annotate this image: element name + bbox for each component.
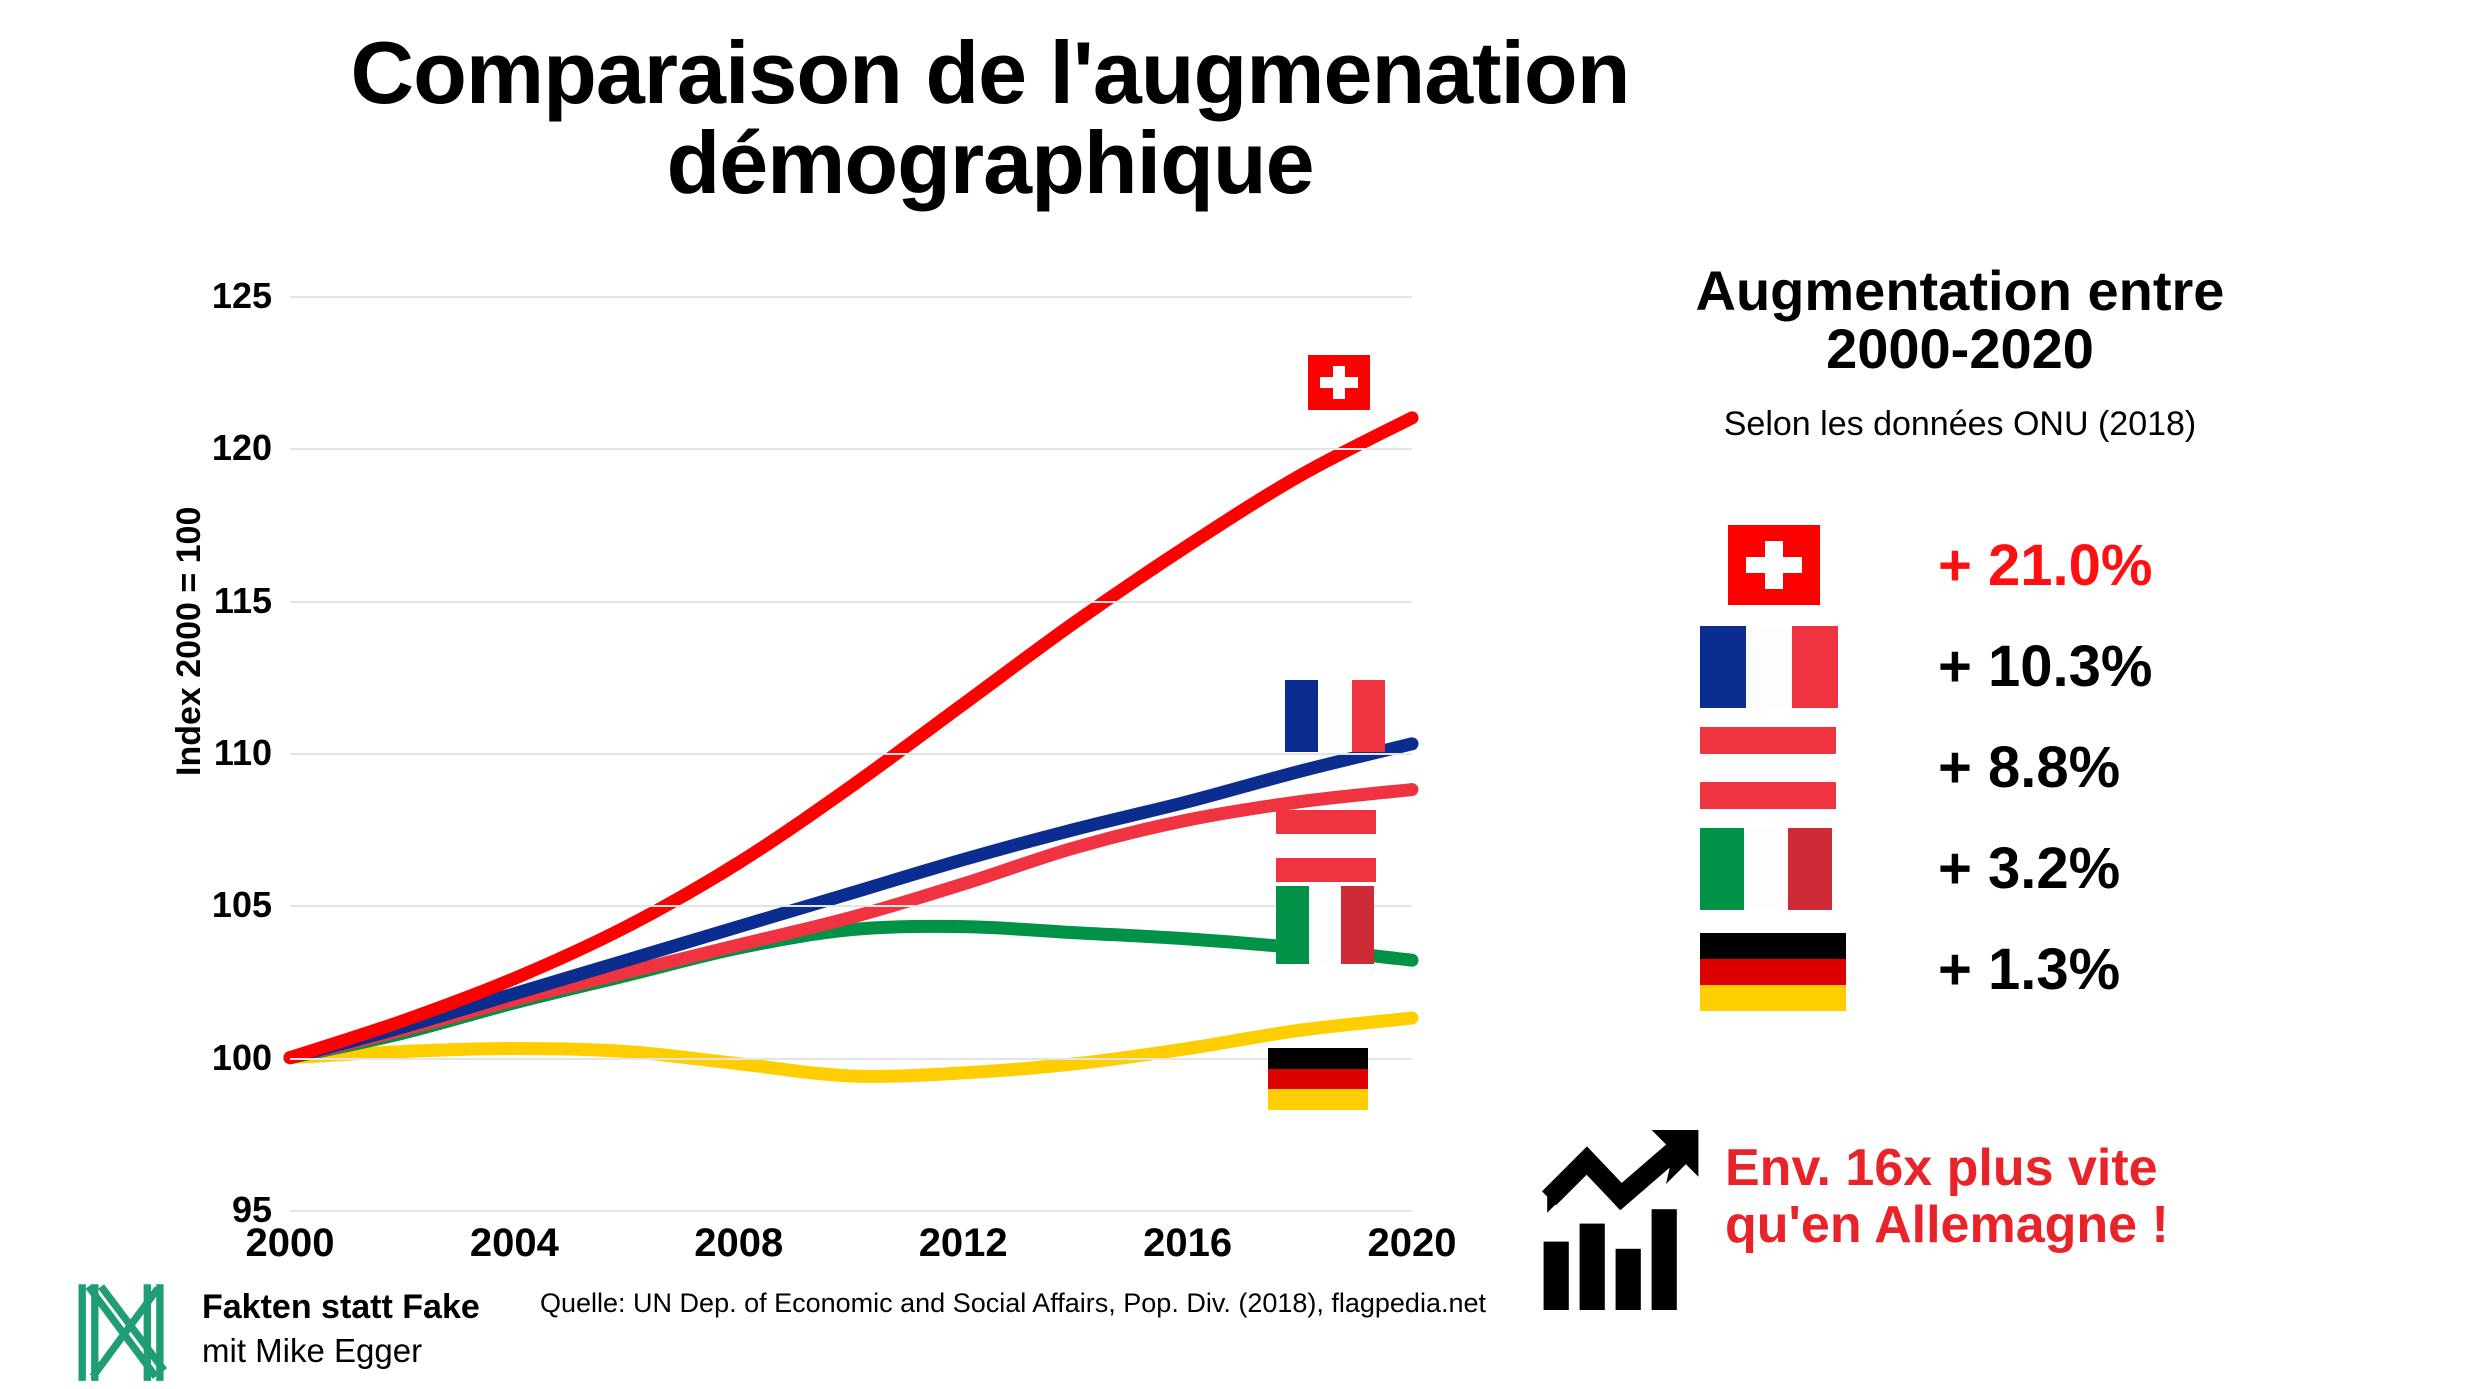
chart-flag-germany xyxy=(1268,1048,1368,1110)
italian-flag-icon xyxy=(1700,828,1832,910)
french-white-band xyxy=(1318,680,1352,752)
austrian-red-band-bottom xyxy=(1700,781,1836,809)
side-panel-subtitle: Selon les données ONU (2018) xyxy=(1723,405,2197,443)
y-axis-tick-label: 110 xyxy=(213,732,272,773)
german-black-band xyxy=(1268,1048,1368,1069)
legend-flag-slot xyxy=(1700,515,1850,616)
side-panel-heading: Augmentation entre 2000-2020 xyxy=(1695,259,2225,381)
series-line-france xyxy=(283,737,1419,1065)
list-item: + 21.0% xyxy=(1700,515,2320,616)
chart-container: Index 2000 = 100 95 100 105 110 115 120 125 200… xyxy=(170,275,1456,1265)
growth-chart-arrow-icon xyxy=(1541,1130,1699,1310)
gridline xyxy=(290,1057,1412,1060)
italian-green-band xyxy=(1276,886,1309,964)
french-red-band xyxy=(1351,680,1385,752)
legend-flag-slot xyxy=(1700,818,1850,919)
chart-flag-france xyxy=(1285,680,1385,752)
legend-flag-slot xyxy=(1700,717,1850,818)
status-badge: + 1.3% xyxy=(1938,937,2121,1002)
italian-white-band xyxy=(1744,828,1788,910)
y-axis-tick-label: 120 xyxy=(211,427,272,469)
chart-flag-switzerland xyxy=(1308,355,1370,410)
list-item: + 1.3% xyxy=(1700,919,2320,1020)
source-note: Quelle: UN Dep. of Economic and Social A… xyxy=(540,1288,1487,1318)
austrian-red-band-top xyxy=(1276,810,1376,834)
german-gold-band xyxy=(1268,1089,1368,1110)
swiss-cross-horizontal xyxy=(1746,557,1802,573)
swiss-flag-icon xyxy=(1728,525,1820,605)
x-axis-tick-label: 2012 xyxy=(918,1221,1008,1265)
series-line-germany xyxy=(283,1011,1419,1083)
status-badge: + 21.0% xyxy=(1938,533,2153,598)
x-axis-tick-label: 2004 xyxy=(469,1221,559,1265)
legend: + 21.0% + 10.3% + 8.8% xyxy=(1700,515,2320,1020)
gridline xyxy=(290,448,1412,451)
y-axis-tick-label: 115 xyxy=(213,579,272,621)
list-item: + 10.3% xyxy=(1700,616,2320,717)
austrian-flag-icon xyxy=(1700,727,1836,809)
chart-flag-austria xyxy=(1276,810,1376,882)
italian-red-band xyxy=(1788,828,1832,910)
austrian-red-band-top xyxy=(1700,727,1836,755)
swiss-cross-horizontal xyxy=(1320,377,1358,388)
x-axis-tick-label: 2020 xyxy=(1367,1221,1457,1265)
series-line-switzerland xyxy=(283,411,1419,1065)
page-title: Comparaison de l'augmenation démographiq… xyxy=(350,23,1631,212)
legend-flag-slot xyxy=(1700,616,1850,717)
x-axis-tick-label: 2000 xyxy=(245,1221,335,1265)
french-flag-icon xyxy=(1700,626,1838,708)
german-black-band xyxy=(1700,933,1846,959)
austrian-red-band-bottom xyxy=(1276,858,1376,882)
german-red-band xyxy=(1268,1068,1368,1090)
y-axis-tick-label: 95 xyxy=(231,1189,272,1230)
legend-flag-slot xyxy=(1700,919,1850,1020)
conclusion-text: Env. 16x plus vite qu'en Allemagne ! xyxy=(1725,1139,2169,1255)
y-axis-tick-label: 105 xyxy=(211,884,272,926)
gridline xyxy=(290,753,1412,755)
german-flag-icon xyxy=(1700,933,1846,1011)
list-item: + 3.2% xyxy=(1700,818,2320,919)
series-lines xyxy=(283,411,1419,1083)
x-axis-tick-label: 2016 xyxy=(1143,1221,1233,1265)
french-blue-band xyxy=(1700,626,1746,708)
y-axis-tick-label: 100 xyxy=(211,1036,272,1078)
brand-name: Fakten statt Fake xyxy=(202,1288,480,1326)
austrian-white-band xyxy=(1700,754,1836,782)
gridline xyxy=(290,600,1412,603)
italian-green-band xyxy=(1700,828,1744,910)
brand-logo-icon xyxy=(67,1278,173,1383)
status-badge: + 10.3% xyxy=(1938,634,2153,699)
plot-area: Index 2000 = 100 95 100 105 110 115 120 125 200… xyxy=(170,275,1456,1265)
series-line-austria xyxy=(283,783,1419,1065)
french-red-band xyxy=(1792,626,1838,708)
italian-white-band xyxy=(1308,886,1342,964)
gridline xyxy=(290,296,1412,298)
list-item: + 8.8% xyxy=(1700,717,2320,818)
french-blue-band xyxy=(1285,680,1319,752)
brand-subtitle: mit Mike Egger xyxy=(202,1332,423,1369)
french-white-band xyxy=(1746,626,1792,708)
gridline xyxy=(290,1210,1412,1212)
status-badge: + 3.2% xyxy=(1938,836,2121,901)
y-axis-tick-label: 125 xyxy=(211,275,272,316)
chart-flag-italy xyxy=(1276,886,1374,964)
italian-red-band xyxy=(1341,886,1374,964)
german-gold-band xyxy=(1700,985,1846,1011)
x-axis-tick-label: 2008 xyxy=(694,1221,784,1265)
austrian-white-band xyxy=(1276,834,1376,858)
gridline xyxy=(290,905,1412,908)
status-badge: + 8.8% xyxy=(1938,735,2121,800)
german-red-band xyxy=(1700,959,1846,985)
